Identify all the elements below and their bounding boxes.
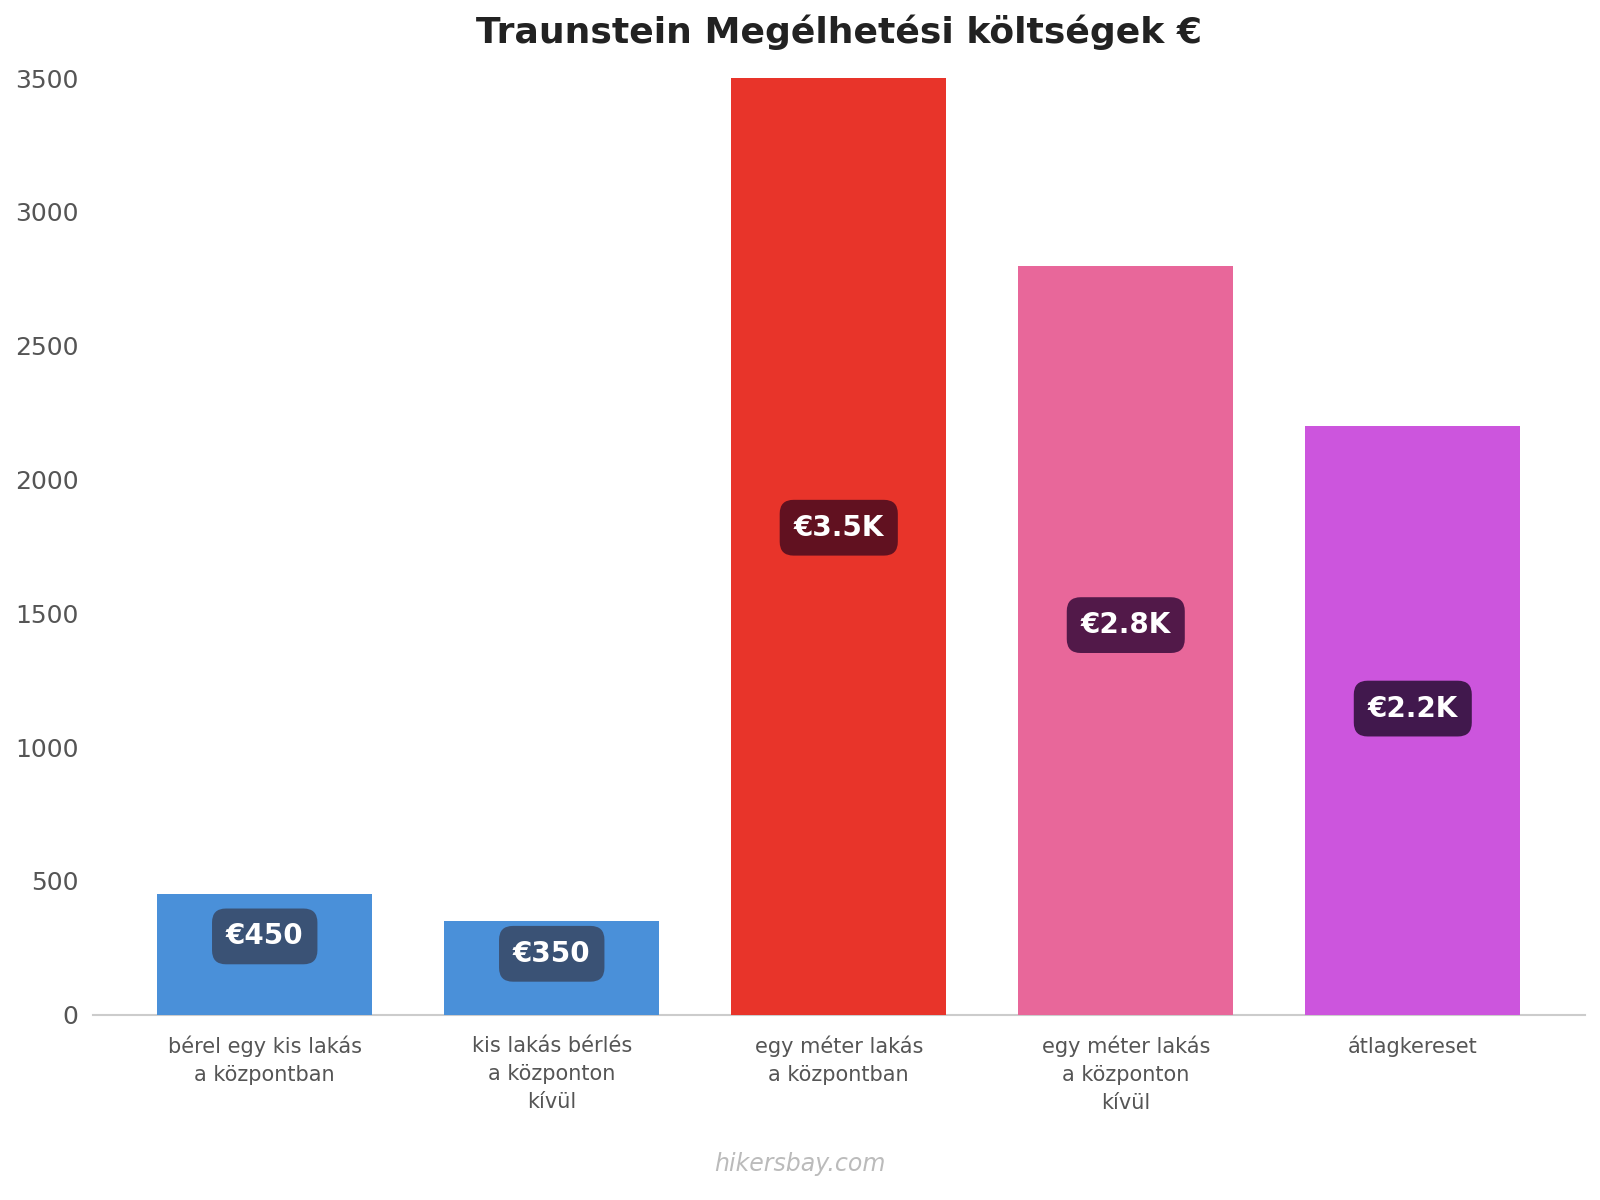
Text: €450: €450 — [226, 923, 304, 950]
Text: €350: €350 — [514, 940, 590, 967]
Text: €3.5K: €3.5K — [794, 514, 883, 541]
Bar — [157, 894, 373, 1015]
Bar — [1306, 426, 1520, 1015]
Title: Traunstein Megélhetési költségek €: Traunstein Megélhetési költségek € — [475, 14, 1202, 50]
Bar — [445, 922, 659, 1015]
Text: hikersbay.com: hikersbay.com — [714, 1152, 886, 1176]
Text: €2.2K: €2.2K — [1368, 695, 1458, 722]
Text: €2.8K: €2.8K — [1080, 611, 1171, 640]
Bar — [1018, 265, 1234, 1015]
Bar — [731, 78, 946, 1015]
